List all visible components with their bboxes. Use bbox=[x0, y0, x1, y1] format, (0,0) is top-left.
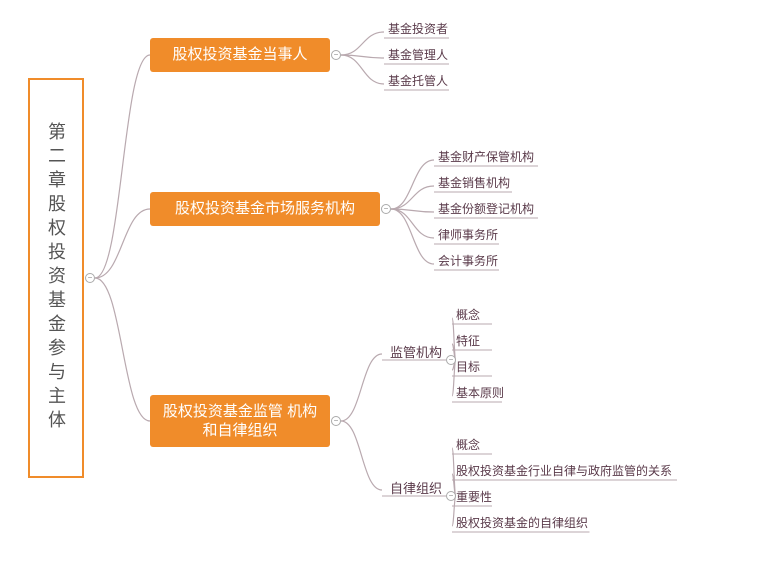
expand-marker[interactable]: − bbox=[446, 355, 456, 365]
leaf-label: 基金托管人 bbox=[388, 72, 448, 89]
leaf-label: 股权投资基金行业自律与政府监管的关系 bbox=[456, 462, 672, 479]
leaf-label: 基金份额登记机构 bbox=[438, 200, 534, 217]
leaf-label: 概念 bbox=[456, 436, 480, 453]
branch-node: 股权投资基金市场服务机构 bbox=[150, 192, 380, 226]
sub-label: 自律组织 bbox=[390, 478, 442, 497]
sub-label: 监管机构 bbox=[390, 342, 442, 361]
leaf-label: 基金投资者 bbox=[388, 20, 448, 37]
branch-label: 股权投资基金市场服务机构 bbox=[175, 199, 355, 219]
leaf-label: 目标 bbox=[456, 358, 480, 375]
root-node: 第二章股权投资基金参与主体 bbox=[28, 78, 84, 478]
expand-marker[interactable]: − bbox=[331, 416, 341, 426]
expand-marker[interactable]: − bbox=[85, 273, 95, 283]
expand-marker[interactable]: − bbox=[381, 204, 391, 214]
leaf-label: 基金销售机构 bbox=[438, 174, 510, 191]
expand-marker[interactable]: − bbox=[331, 50, 341, 60]
leaf-label: 重要性 bbox=[456, 488, 492, 505]
branch-node: 股权投资基金当事人 bbox=[150, 38, 330, 72]
leaf-label: 律师事务所 bbox=[438, 226, 498, 243]
root-label: 第二章股权投资基金参与主体 bbox=[43, 122, 69, 434]
leaf-label: 会计事务所 bbox=[438, 252, 498, 269]
connector-layer bbox=[0, 0, 758, 574]
expand-marker[interactable]: − bbox=[446, 491, 456, 501]
branch-label: 股权投资基金当事人 bbox=[172, 45, 307, 65]
leaf-label: 概念 bbox=[456, 306, 480, 323]
branch-node: 股权投资基金监管 机构和自律组织 bbox=[150, 395, 330, 447]
leaf-label: 特征 bbox=[456, 332, 480, 349]
leaf-label: 基本原则 bbox=[456, 384, 504, 401]
leaf-label: 股权投资基金的自律组织 bbox=[456, 514, 588, 531]
leaf-label: 基金财产保管机构 bbox=[438, 148, 534, 165]
branch-label: 股权投资基金监管 机构和自律组织 bbox=[160, 402, 320, 441]
leaf-label: 基金管理人 bbox=[388, 46, 448, 63]
